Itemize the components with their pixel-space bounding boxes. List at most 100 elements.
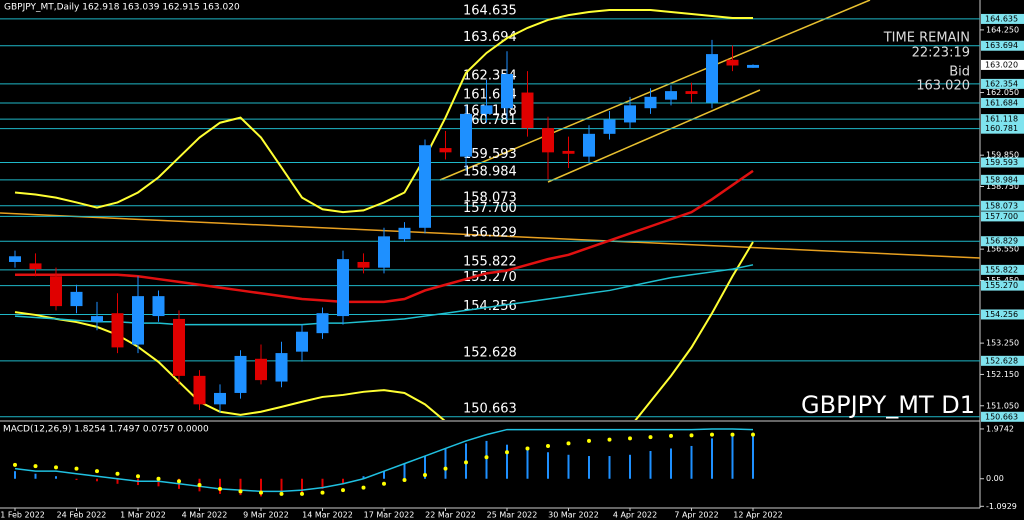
candle-body bbox=[132, 296, 144, 345]
x-tick-label: 1 Mar 2022 bbox=[120, 511, 166, 520]
candle-body bbox=[501, 74, 513, 109]
macd-bar bbox=[629, 454, 631, 479]
macd-bar bbox=[608, 456, 611, 479]
signal-dot bbox=[95, 469, 99, 474]
y-tick-label: -1.0929 bbox=[986, 502, 1017, 511]
signal-dot bbox=[279, 491, 284, 496]
macd-bar bbox=[116, 478, 119, 484]
x-tick-label: 7 Apr 2022 bbox=[674, 511, 718, 520]
indicator-line bbox=[15, 169, 754, 304]
x-tick-label: 12 Apr 2022 bbox=[733, 511, 782, 520]
indicator-line bbox=[14, 8, 753, 214]
signal-dot bbox=[341, 488, 345, 493]
macd-bar bbox=[690, 445, 693, 479]
macd-bar bbox=[96, 478, 98, 482]
signal-dot bbox=[525, 446, 530, 451]
x-tick-label: 30 Mar 2022 bbox=[548, 511, 599, 520]
level-tag bbox=[981, 97, 1024, 108]
signal-dot bbox=[197, 483, 202, 488]
signal-dot bbox=[443, 466, 448, 471]
level-tag bbox=[981, 264, 1024, 275]
candle-body bbox=[234, 355, 247, 393]
macd-bar bbox=[485, 440, 488, 479]
signal-dot bbox=[361, 485, 366, 490]
candle-body bbox=[542, 128, 554, 153]
macd-bar bbox=[711, 438, 713, 479]
candle-body bbox=[111, 313, 124, 348]
signal-dot bbox=[402, 478, 407, 483]
level-label: 158.984 bbox=[463, 164, 517, 179]
x-tick-label: 25 Mar 2022 bbox=[487, 511, 538, 520]
macd-bar bbox=[731, 434, 734, 479]
level-label: 158.073 bbox=[463, 190, 517, 205]
macd-bar bbox=[362, 476, 365, 479]
level-tag bbox=[981, 78, 1024, 89]
candle-body bbox=[296, 331, 308, 352]
time-label: TIME REMAIN bbox=[883, 31, 970, 46]
level-tag-label: 157.700 bbox=[985, 212, 1018, 221]
macd-bar bbox=[280, 478, 283, 496]
y-tick-label: 0.00 bbox=[986, 474, 1004, 483]
signal-dot bbox=[238, 489, 243, 494]
level-tag-label: 158.073 bbox=[985, 201, 1018, 210]
signal-dot bbox=[546, 443, 550, 448]
candle-body bbox=[583, 133, 595, 157]
trendlines bbox=[0, 0, 980, 259]
candle-body bbox=[706, 54, 718, 103]
macd-bar bbox=[342, 478, 344, 484]
candle-body bbox=[275, 353, 288, 382]
macd-bar bbox=[239, 478, 242, 496]
macd-bar bbox=[424, 456, 426, 479]
y-tick-label: 158.750 bbox=[986, 182, 1019, 191]
signal-dot bbox=[156, 476, 161, 481]
candle-body bbox=[480, 105, 493, 114]
x-tick-label: 24 Feb 2022 bbox=[57, 511, 107, 520]
y-tick-label: 1.9742 bbox=[986, 424, 1014, 433]
level-tag-label: 154.256 bbox=[985, 310, 1018, 319]
signal-dot bbox=[566, 441, 571, 446]
y-tick-label: 155.450 bbox=[986, 276, 1019, 285]
macd-bar bbox=[383, 471, 385, 479]
x-tick-label: 21 Feb 2022 bbox=[0, 511, 45, 520]
level-tag bbox=[981, 236, 1024, 247]
x-tick-label: 9 Mar 2022 bbox=[243, 511, 289, 520]
candle-body bbox=[91, 316, 103, 322]
candle-body bbox=[521, 92, 534, 129]
level-tag-label: 155.822 bbox=[985, 265, 1018, 274]
watermark: GBPJPY_MT D1 bbox=[801, 391, 975, 419]
level-tag-label: 163.694 bbox=[985, 41, 1018, 50]
macd-bar bbox=[219, 478, 221, 494]
level-tag-label: 159.593 bbox=[985, 158, 1018, 167]
signal-dot bbox=[689, 433, 694, 438]
signal-dot bbox=[13, 462, 17, 467]
current-price-label: 163.020 bbox=[985, 60, 1018, 69]
candle-body bbox=[70, 291, 83, 307]
bid-label: Bid bbox=[949, 65, 970, 80]
signal-dot bbox=[177, 479, 181, 484]
macd-bar bbox=[506, 444, 508, 479]
candle-body bbox=[9, 256, 21, 262]
candle-body bbox=[50, 276, 62, 307]
y-tick-label: 162.050 bbox=[986, 88, 1019, 97]
macd-bar bbox=[321, 478, 324, 489]
candle-body bbox=[214, 392, 226, 405]
current-price-tag bbox=[981, 59, 1024, 70]
signal-dot bbox=[505, 450, 509, 455]
candle-body bbox=[398, 227, 411, 240]
signal-dot bbox=[730, 432, 735, 437]
candle-body bbox=[337, 259, 349, 317]
level-label: 157.700 bbox=[463, 201, 517, 216]
candle-body bbox=[562, 150, 575, 154]
level-tag-label: 161.684 bbox=[985, 98, 1018, 107]
candle-body bbox=[644, 96, 657, 109]
candle-body bbox=[624, 105, 636, 123]
signal-dot bbox=[259, 490, 263, 495]
candle-body bbox=[193, 375, 206, 405]
macd-bar bbox=[55, 476, 57, 479]
y-tick-label: 151.050 bbox=[986, 401, 1019, 410]
bid-value: 163.020 bbox=[916, 79, 970, 94]
signal-dot bbox=[669, 433, 673, 438]
level-tag bbox=[981, 174, 1024, 185]
macd-bar bbox=[526, 447, 529, 479]
